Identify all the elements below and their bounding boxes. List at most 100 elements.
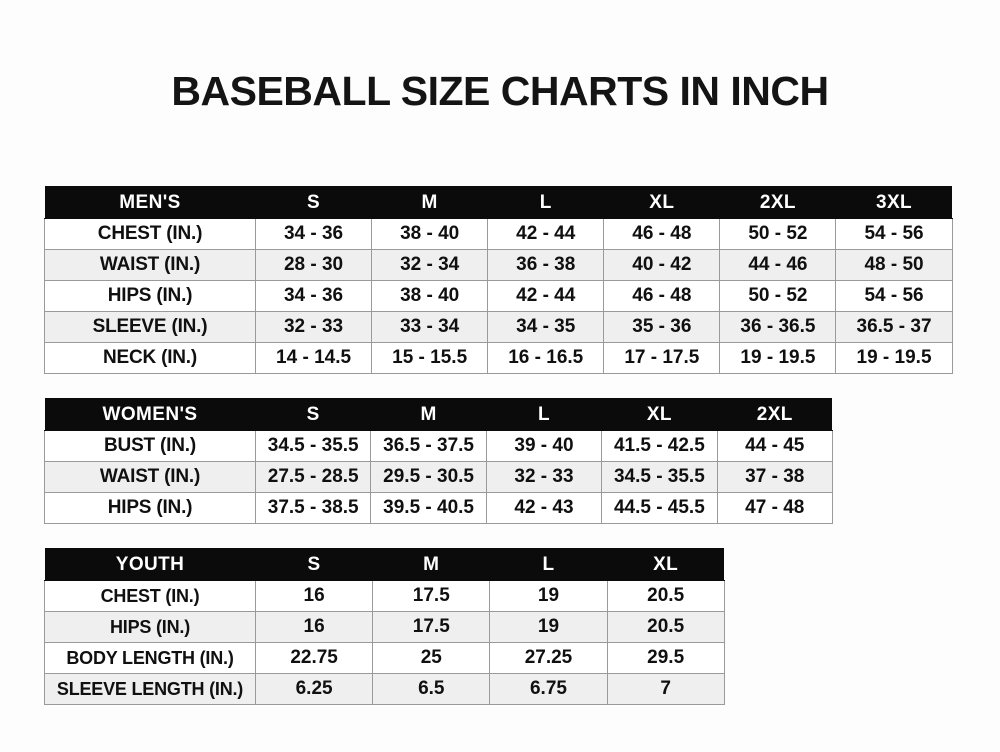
table-row: BODY LENGTH (IN.) 22.75 25 27.25 29.5	[44, 642, 725, 674]
table-row: SLEEVE LENGTH (IN.) 6.25 6.5 6.75 7	[44, 673, 725, 705]
cell-value: 37.5 - 38.5	[254, 492, 372, 524]
cell-value: 29.5 - 30.5	[370, 461, 487, 493]
youth-header-size-m: M	[372, 548, 490, 581]
womens-header-size-m: M	[370, 398, 487, 431]
cell-value: 44 - 45	[716, 430, 833, 462]
page-title: BASEBALL SIZE CHARTS IN INCH	[171, 68, 829, 114]
mens-header-row: MEN'S S M L XL 2XL 3XL	[44, 186, 953, 219]
cell-value: 54 - 56	[835, 218, 953, 250]
cell-value: 33 - 34	[371, 311, 489, 343]
mens-header-size-3xl: 3XL	[835, 186, 953, 219]
womens-header-size-s: S	[255, 398, 371, 431]
row-label: WAIST (IN.)	[44, 461, 256, 493]
cell-value: 32 - 33	[485, 461, 603, 493]
womens-size-table: WOMEN'S S M L XL 2XL BUST (IN.) 34.5 - 3…	[44, 398, 833, 524]
cell-value: 37 - 38	[716, 461, 833, 493]
row-label: HIPS (IN.)	[44, 611, 256, 643]
table-row: CHEST (IN.) 16 17.5 19 20.5	[44, 580, 725, 612]
womens-header-size-l: L	[486, 398, 602, 431]
cell-value: 27.25	[489, 642, 608, 674]
cell-value: 16 - 16.5	[487, 342, 605, 374]
womens-header-row: WOMEN'S S M L XL 2XL	[44, 398, 833, 431]
mens-size-table: MEN'S S M L XL 2XL 3XL CHEST (IN.) 34 - …	[44, 186, 953, 374]
cell-value: 17 - 17.5	[603, 342, 721, 374]
cell-value: 29.5	[606, 642, 725, 674]
cell-value: 19	[489, 580, 608, 612]
table-row: NECK (IN.) 14 - 14.5 15 - 15.5 16 - 16.5…	[44, 342, 953, 374]
table-row: WAIST (IN.) 28 - 30 32 - 34 36 - 38 40 -…	[44, 249, 953, 281]
cell-value: 36 - 36.5	[719, 311, 837, 343]
mens-header-label: MEN'S	[44, 186, 256, 219]
womens-header-size-2xl: 2XL	[717, 398, 833, 431]
cell-value: 34 - 36	[254, 218, 373, 250]
mens-table-header: MEN'S S M L XL 2XL 3XL	[44, 186, 953, 219]
row-label: HIPS (IN.)	[44, 280, 256, 312]
womens-table-body: BUST (IN.) 34.5 - 35.5 36.5 - 37.5 39 - …	[44, 430, 833, 524]
cell-value: 39 - 40	[485, 430, 603, 462]
cell-value: 36 - 38	[487, 249, 605, 281]
womens-table-header: WOMEN'S S M L XL 2XL	[44, 398, 833, 431]
row-label: BODY LENGTH (IN.)	[44, 642, 256, 674]
cell-value: 14 - 14.5	[254, 342, 373, 374]
row-label: SLEEVE LENGTH (IN.)	[44, 673, 256, 705]
cell-value: 27.5 - 28.5	[254, 461, 372, 493]
cell-value: 19 - 19.5	[835, 342, 953, 374]
cell-value: 20.5	[606, 580, 725, 612]
youth-header-label: YOUTH	[44, 548, 256, 581]
table-row: HIPS (IN.) 37.5 - 38.5 39.5 - 40.5 42 - …	[44, 492, 833, 524]
cell-value: 38 - 40	[371, 280, 489, 312]
youth-header-row: YOUTH S M L XL	[44, 548, 725, 581]
cell-value: 36.5 - 37	[835, 311, 953, 343]
cell-value: 19	[489, 611, 608, 643]
row-label: WAIST (IN.)	[44, 249, 256, 281]
cell-value: 41.5 - 42.5	[601, 430, 718, 462]
youth-header-size-s: S	[255, 548, 373, 581]
mens-table-body: CHEST (IN.) 34 - 36 38 - 40 42 - 44 46 -…	[44, 218, 953, 374]
cell-value: 25	[372, 642, 491, 674]
womens-header-label: WOMEN'S	[44, 398, 256, 431]
cell-value: 42 - 44	[487, 218, 605, 250]
table-row: WAIST (IN.) 27.5 - 28.5 29.5 - 30.5 32 -…	[44, 461, 833, 493]
table-row: CHEST (IN.) 34 - 36 38 - 40 42 - 44 46 -…	[44, 218, 953, 250]
cell-value: 44.5 - 45.5	[601, 492, 718, 524]
cell-value: 44 - 46	[719, 249, 837, 281]
cell-value: 34.5 - 35.5	[254, 430, 372, 462]
mens-header-size-2xl: 2XL	[719, 186, 836, 219]
cell-value: 19 - 19.5	[719, 342, 837, 374]
cell-value: 7	[606, 673, 725, 705]
cell-value: 34.5 - 35.5	[601, 461, 718, 493]
row-label: CHEST (IN.)	[44, 218, 256, 250]
row-label: BUST (IN.)	[44, 430, 256, 462]
row-label: CHEST (IN.)	[44, 580, 256, 612]
table-row: HIPS (IN.) 16 17.5 19 20.5	[44, 611, 725, 643]
cell-value: 17.5	[372, 580, 491, 612]
cell-value: 34 - 35	[487, 311, 605, 343]
cell-value: 48 - 50	[835, 249, 953, 281]
cell-value: 38 - 40	[371, 218, 489, 250]
womens-header-size-xl: XL	[601, 398, 718, 431]
cell-value: 17.5	[372, 611, 491, 643]
mens-header-size-l: L	[487, 186, 604, 219]
cell-value: 50 - 52	[719, 218, 837, 250]
cell-value: 50 - 52	[719, 280, 837, 312]
mens-header-size-s: S	[255, 186, 372, 219]
youth-header-size-l: L	[489, 548, 608, 581]
cell-value: 42 - 43	[485, 492, 603, 524]
cell-value: 20.5	[606, 611, 725, 643]
cell-value: 42 - 44	[487, 280, 605, 312]
row-label: HIPS (IN.)	[44, 492, 256, 524]
cell-value: 34 - 36	[254, 280, 373, 312]
cell-value: 22.75	[254, 642, 374, 674]
cell-value: 6.75	[489, 673, 608, 705]
youth-table-body: CHEST (IN.) 16 17.5 19 20.5 HIPS (IN.) 1…	[44, 580, 725, 705]
cell-value: 15 - 15.5	[371, 342, 489, 374]
cell-value: 32 - 33	[254, 311, 373, 343]
cell-value: 46 - 48	[603, 280, 721, 312]
table-row: HIPS (IN.) 34 - 36 38 - 40 42 - 44 46 - …	[44, 280, 953, 312]
cell-value: 6.5	[372, 673, 491, 705]
row-label: SLEEVE (IN.)	[44, 311, 256, 343]
youth-size-table: YOUTH S M L XL CHEST (IN.) 16 17.5 19 20…	[44, 548, 725, 705]
cell-value: 40 - 42	[603, 249, 721, 281]
cell-value: 35 - 36	[603, 311, 721, 343]
cell-value: 6.25	[254, 673, 374, 705]
